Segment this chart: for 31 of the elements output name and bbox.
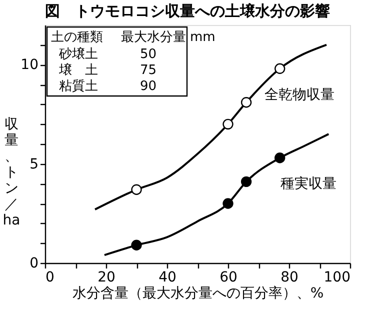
annotation: 粘質土 bbox=[59, 79, 98, 94]
annotation: 壌 土 bbox=[58, 62, 98, 78]
annotation: mm bbox=[190, 30, 216, 45]
point bbox=[222, 198, 234, 209]
series-label: 全乾物収量 bbox=[264, 86, 335, 103]
y-tick-label: 10 bbox=[20, 57, 38, 74]
point bbox=[274, 63, 286, 74]
y-tick-label: 0 bbox=[30, 256, 38, 272]
y-axis-title: 収量、トン／ha bbox=[2, 116, 20, 228]
annotation: 最大水分量 bbox=[121, 30, 186, 45]
x-axis-title: 水分含量（最大水分量への百分率）、% bbox=[72, 286, 324, 302]
x-tick-label: 20 bbox=[98, 270, 116, 286]
x-tick-label: 0 bbox=[46, 270, 54, 286]
point bbox=[240, 97, 252, 108]
series-label: 種実収量 bbox=[280, 176, 337, 192]
annotation: 75 bbox=[140, 63, 157, 78]
x-tick-label: 80 bbox=[280, 270, 298, 286]
annotation: 土の種類 bbox=[51, 30, 103, 45]
point bbox=[131, 240, 142, 250]
x-tick-label: 100 bbox=[324, 270, 350, 286]
chart-title: 図 トウモロコシ収量への土壌水分の影響 bbox=[45, 2, 330, 20]
x-tick-label: 40 bbox=[158, 270, 176, 286]
point bbox=[131, 184, 142, 195]
point bbox=[222, 118, 234, 130]
point bbox=[240, 176, 252, 188]
x-tick-label: 60 bbox=[220, 270, 238, 286]
y-tick-label: 5 bbox=[30, 156, 38, 172]
point bbox=[274, 152, 286, 164]
annotation: 砂壌土 bbox=[58, 46, 98, 62]
annotation: 50 bbox=[140, 47, 157, 62]
annotation: 90 bbox=[140, 79, 157, 94]
